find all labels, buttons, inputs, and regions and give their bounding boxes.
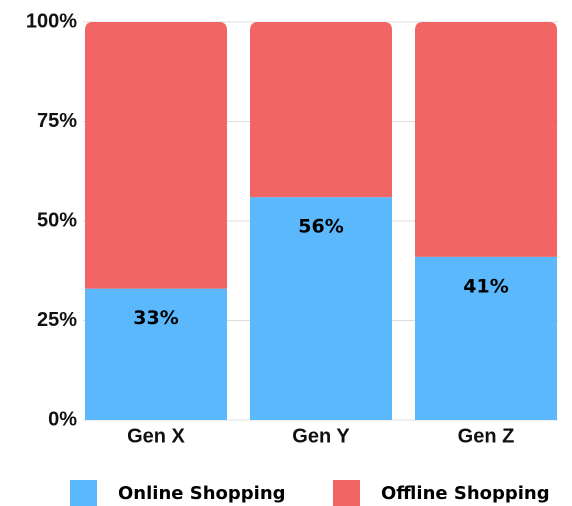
bar-segment xyxy=(415,256,557,420)
y-tick-label: 0% xyxy=(48,408,77,430)
value-label: 56% xyxy=(298,216,343,238)
value-label: 33% xyxy=(133,307,178,329)
x-tick-label: Gen X xyxy=(127,425,185,447)
bar-segment xyxy=(250,197,392,420)
legend-label: Online Shopping xyxy=(118,483,286,504)
bar-segment xyxy=(85,288,227,420)
y-tick-label: 50% xyxy=(37,209,77,231)
value-label: 41% xyxy=(463,275,508,297)
bar-segment xyxy=(415,22,557,257)
y-tick-label: 25% xyxy=(37,309,77,331)
legend-swatch xyxy=(333,480,360,506)
legend-swatch xyxy=(70,480,97,506)
bar-segment xyxy=(85,22,227,289)
legend-label: Offline Shopping xyxy=(381,483,550,504)
bar-segment xyxy=(250,22,392,198)
y-tick-label: 75% xyxy=(37,110,77,132)
y-tick-label: 100% xyxy=(26,10,77,32)
x-tick-label: Gen Y xyxy=(292,425,350,447)
x-tick-label: Gen Z xyxy=(458,425,515,447)
